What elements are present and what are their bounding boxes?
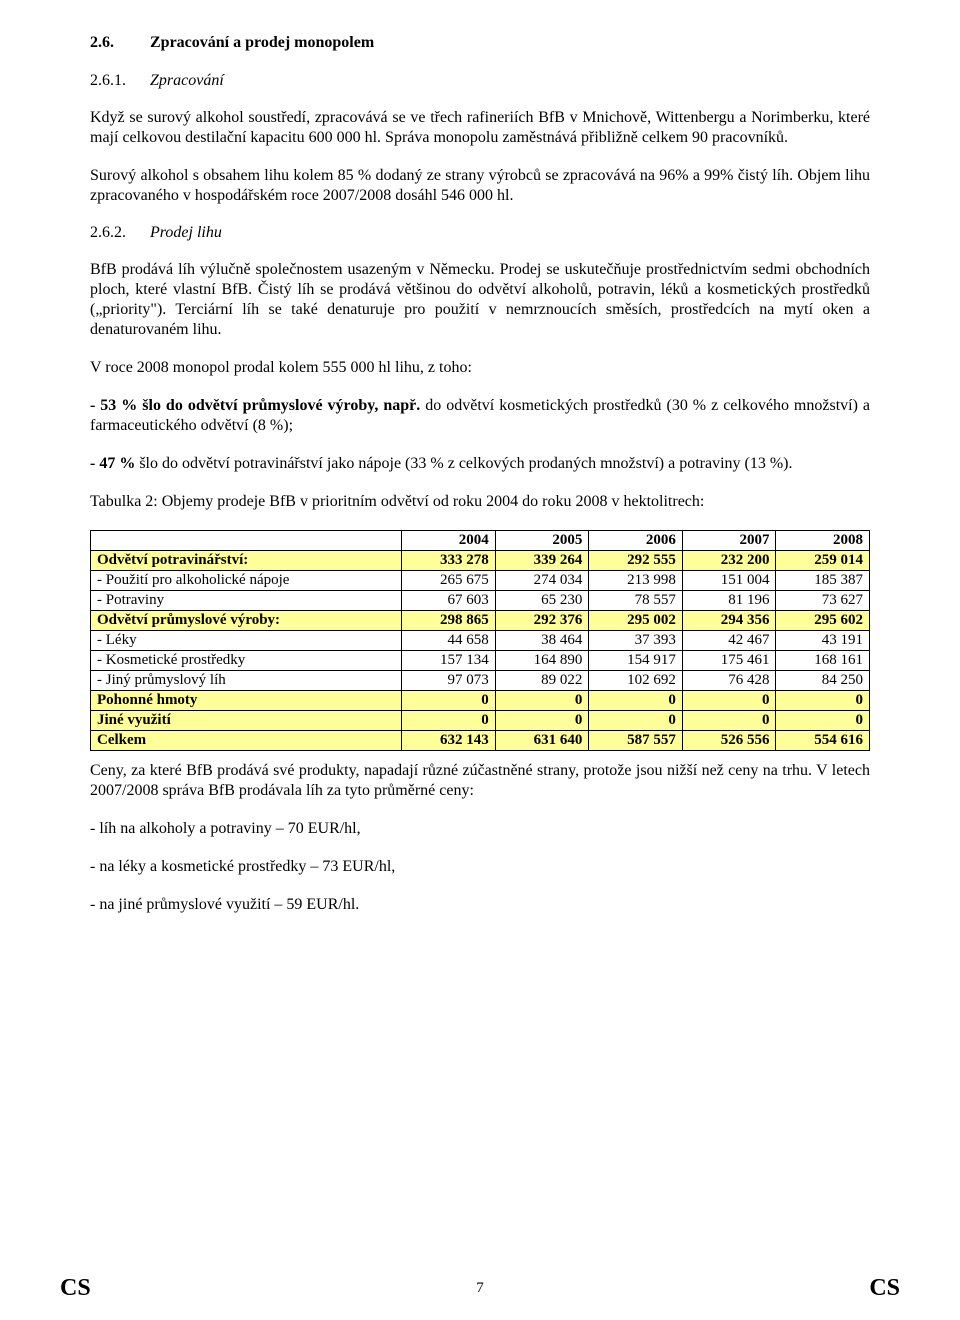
table-cell: 0 bbox=[589, 691, 683, 711]
table-row-label: Odvětví potravinářství: bbox=[91, 551, 402, 571]
table-header-year: 2007 bbox=[682, 531, 776, 551]
section-number: 2.6. bbox=[90, 34, 150, 52]
body-paragraph: Surový alkohol s obsahem lihu kolem 85 %… bbox=[90, 166, 870, 206]
body-paragraph: V roce 2008 monopol prodal kolem 555 000… bbox=[90, 358, 870, 378]
table-cell: 232 200 bbox=[682, 551, 776, 571]
table-cell: 37 393 bbox=[589, 631, 683, 651]
table-cell: 0 bbox=[682, 691, 776, 711]
table-row-label: - Jiný průmyslový líh bbox=[91, 671, 402, 691]
table-cell: 0 bbox=[776, 711, 870, 731]
table-row-label: Odvětví průmyslové výroby: bbox=[91, 611, 402, 631]
table-cell: 81 196 bbox=[682, 591, 776, 611]
table-cell: 274 034 bbox=[495, 571, 589, 591]
table-header-label bbox=[91, 531, 402, 551]
footer-right: CS bbox=[869, 1275, 900, 1302]
table-cell: 164 890 bbox=[495, 651, 589, 671]
table-row-label: Pohonné hmoty bbox=[91, 691, 402, 711]
table-cell: 259 014 bbox=[776, 551, 870, 571]
footer-left: CS bbox=[60, 1275, 91, 1302]
table-cell: 89 022 bbox=[495, 671, 589, 691]
price-bullet: - líh na alkoholy a potraviny – 70 EUR/h… bbox=[90, 819, 870, 839]
table-cell: 294 356 bbox=[682, 611, 776, 631]
table-caption: Tabulka 2: Objemy prodeje BfB v prioritn… bbox=[90, 492, 870, 512]
table-cell: 42 467 bbox=[682, 631, 776, 651]
table-header-year: 2006 bbox=[589, 531, 683, 551]
table-cell: 0 bbox=[776, 691, 870, 711]
table-cell: 0 bbox=[402, 711, 496, 731]
para5-lead: - 53 % šlo do odvětví průmyslové výroby,… bbox=[90, 397, 420, 414]
table-cell: 0 bbox=[402, 691, 496, 711]
table-cell: 38 464 bbox=[495, 631, 589, 651]
table-cell: 157 134 bbox=[402, 651, 496, 671]
table-cell: 175 461 bbox=[682, 651, 776, 671]
table-cell: 67 603 bbox=[402, 591, 496, 611]
table-cell: 84 250 bbox=[776, 671, 870, 691]
table-header-year: 2008 bbox=[776, 531, 870, 551]
table-cell: 43 191 bbox=[776, 631, 870, 651]
table-cell: 292 555 bbox=[589, 551, 683, 571]
table-cell: 554 616 bbox=[776, 731, 870, 751]
table-cell: 102 692 bbox=[589, 671, 683, 691]
table-cell: 295 602 bbox=[776, 611, 870, 631]
table-cell: 76 428 bbox=[682, 671, 776, 691]
table-cell: 295 002 bbox=[589, 611, 683, 631]
subsection-heading: 2.6.2.Prodej lihu bbox=[90, 224, 870, 242]
body-paragraph: BfB prodává líh výlučně společnostem usa… bbox=[90, 260, 870, 340]
table-cell: 44 658 bbox=[402, 631, 496, 651]
para6-rest: šlo do odvětví potravinářství jako nápoj… bbox=[135, 455, 792, 472]
table-row-label: - Kosmetické prostředky bbox=[91, 651, 402, 671]
footer-page-number: 7 bbox=[476, 1280, 484, 1297]
table-cell: 65 230 bbox=[495, 591, 589, 611]
table-cell: 73 627 bbox=[776, 591, 870, 611]
subsection-heading: 2.6.1.Zpracování bbox=[90, 72, 870, 90]
table-cell: 154 917 bbox=[589, 651, 683, 671]
section-heading: 2.6.Zpracování a prodej monopolem bbox=[90, 34, 870, 52]
table-cell: 298 865 bbox=[402, 611, 496, 631]
subsection-number: 2.6.1. bbox=[90, 72, 150, 90]
table-cell: 151 004 bbox=[682, 571, 776, 591]
table-cell: 265 675 bbox=[402, 571, 496, 591]
body-paragraph: Když se surový alkohol soustředí, zpraco… bbox=[90, 108, 870, 148]
table-header-year: 2005 bbox=[495, 531, 589, 551]
section-title: Zpracování a prodej monopolem bbox=[150, 34, 374, 51]
table-cell: 0 bbox=[589, 711, 683, 731]
table-cell: 0 bbox=[682, 711, 776, 731]
table-cell: 339 264 bbox=[495, 551, 589, 571]
table-cell: 292 376 bbox=[495, 611, 589, 631]
table-cell: 97 073 bbox=[402, 671, 496, 691]
table-cell: 185 387 bbox=[776, 571, 870, 591]
table-row-label: - Použití pro alkoholické nápoje bbox=[91, 571, 402, 591]
subsection-number: 2.6.2. bbox=[90, 224, 150, 242]
table-row-label: - Léky bbox=[91, 631, 402, 651]
subsection-title: Zpracování bbox=[150, 72, 224, 89]
table-header-year: 2004 bbox=[402, 531, 496, 551]
table-cell: 168 161 bbox=[776, 651, 870, 671]
body-paragraph: - 53 % šlo do odvětví průmyslové výroby,… bbox=[90, 396, 870, 436]
table-row-label: - Potraviny bbox=[91, 591, 402, 611]
table-cell: 0 bbox=[495, 691, 589, 711]
table-cell: 0 bbox=[495, 711, 589, 731]
table-cell: 78 557 bbox=[589, 591, 683, 611]
sales-table: 20042005200620072008 Odvětví potravinářst… bbox=[90, 530, 870, 751]
table-cell: 631 640 bbox=[495, 731, 589, 751]
price-bullet: - na léky a kosmetické prostředky – 73 E… bbox=[90, 857, 870, 877]
table-cell: 587 557 bbox=[589, 731, 683, 751]
body-paragraph: Ceny, za které BfB prodává své produkty,… bbox=[90, 761, 870, 801]
body-paragraph: - 47 % šlo do odvětví potravinářství jak… bbox=[90, 454, 870, 474]
price-bullet: - na jiné průmyslové využití – 59 EUR/hl… bbox=[90, 895, 870, 915]
table-cell: 333 278 bbox=[402, 551, 496, 571]
table-row-label: Celkem bbox=[91, 731, 402, 751]
subsection-title: Prodej lihu bbox=[150, 224, 222, 241]
table-cell: 213 998 bbox=[589, 571, 683, 591]
page-footer: CS 7 CS bbox=[0, 1275, 960, 1302]
table-cell: 526 556 bbox=[682, 731, 776, 751]
para6-lead: - 47 % bbox=[90, 455, 135, 472]
table-cell: 632 143 bbox=[402, 731, 496, 751]
table-row-label: Jiné využití bbox=[91, 711, 402, 731]
